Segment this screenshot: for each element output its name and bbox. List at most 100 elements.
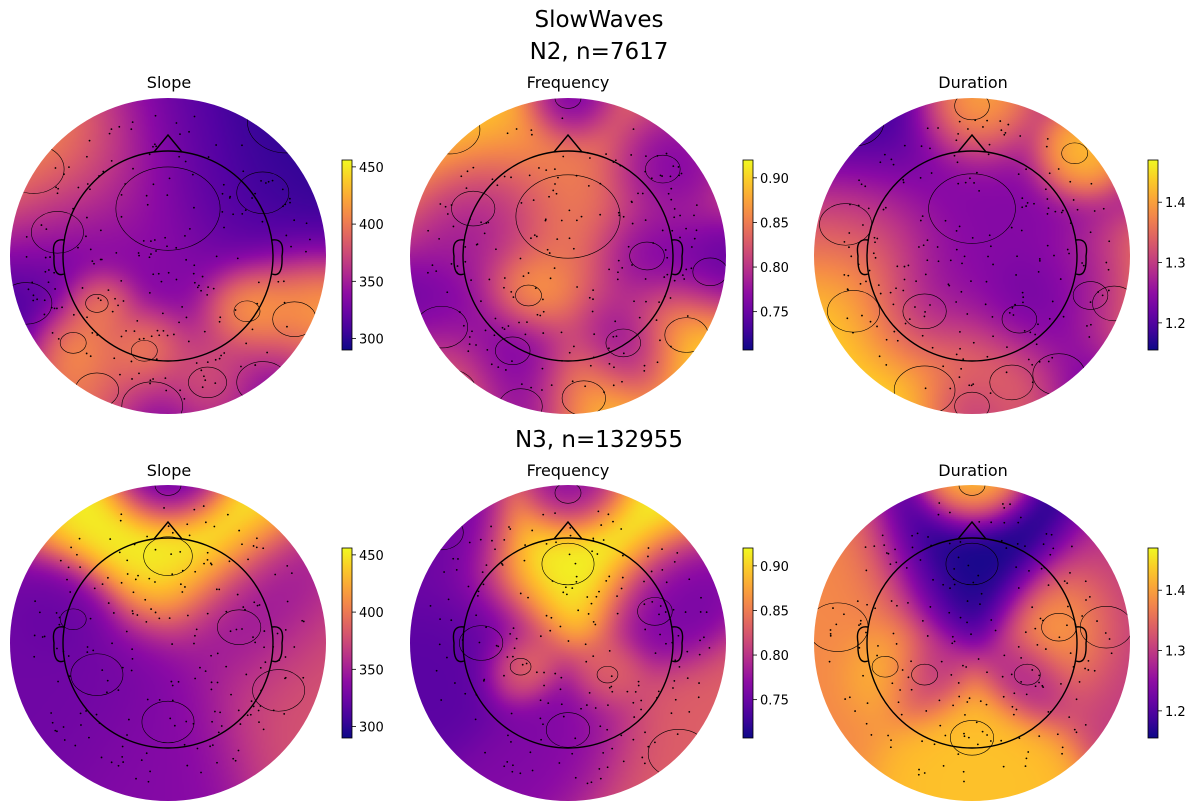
sensor-marker [569, 534, 572, 537]
sensor-marker [890, 158, 893, 161]
sensor-marker [890, 600, 893, 602]
sensor-marker [1037, 270, 1040, 273]
sensor-marker [670, 712, 673, 715]
sensor-marker [896, 604, 898, 607]
sensor-marker [164, 377, 167, 380]
sensor-marker [88, 736, 90, 739]
sensor-marker [249, 713, 252, 716]
sensor-marker [125, 630, 128, 633]
sensor-marker [524, 544, 527, 546]
sensor-marker [985, 703, 988, 706]
sensor-marker [272, 709, 275, 712]
sensor-marker [487, 221, 490, 224]
sensor-marker [896, 265, 899, 268]
sensor-marker [247, 558, 249, 561]
sensor-marker [1084, 667, 1086, 670]
sensor-marker [130, 669, 133, 672]
sensor-marker [218, 357, 221, 360]
sensor-marker [1025, 168, 1027, 171]
sensor-marker [1059, 278, 1062, 280]
sensor-marker [584, 385, 587, 388]
sensor-marker [480, 221, 483, 224]
sensor-marker [36, 298, 39, 301]
sensor-marker [859, 623, 862, 625]
sensor-marker [1019, 135, 1022, 137]
sensor-marker [117, 689, 120, 692]
sensor-marker [889, 746, 892, 749]
sensor-marker [204, 670, 207, 673]
sensor-marker [107, 602, 110, 604]
sensor-marker [68, 166, 70, 169]
sensor-marker [656, 361, 659, 364]
sensor-marker [1017, 521, 1020, 524]
sensor-marker [919, 219, 922, 222]
sensor-marker [864, 546, 867, 549]
sensor-marker [305, 222, 308, 225]
sensor-marker [1041, 684, 1044, 687]
sensor-marker [89, 355, 92, 358]
sensor-marker [142, 337, 145, 340]
colorbar-tick-label: 300 [359, 333, 384, 348]
sensor-marker [503, 674, 505, 677]
sensor-marker [961, 262, 963, 265]
sensor-marker [977, 574, 980, 577]
sensor-marker [632, 738, 635, 741]
contour-line [515, 284, 542, 307]
colorbar-gradient [341, 159, 353, 351]
sensor-marker [615, 335, 618, 338]
sensor-marker [1046, 137, 1049, 140]
sensor-marker [255, 537, 258, 540]
sensor-marker [175, 246, 178, 249]
sensor-marker [203, 330, 206, 333]
colorbar-tick-label: 0.90 [760, 560, 789, 575]
sensor-marker [881, 534, 884, 537]
sensor-marker [955, 229, 958, 232]
sensor-marker [234, 759, 237, 762]
sensor-marker [1089, 301, 1092, 304]
sensor-marker [585, 704, 588, 706]
sensor-marker [1105, 261, 1108, 264]
sensor-marker [51, 331, 54, 334]
sensor-marker [503, 286, 505, 289]
sensor-marker [108, 132, 111, 135]
sensor-marker [546, 248, 549, 251]
sensor-marker [118, 551, 121, 554]
contour-line [10, 282, 53, 325]
sensor-marker [948, 611, 951, 614]
sensor-marker [482, 583, 485, 586]
sensor-marker [256, 604, 259, 607]
sensor-marker [866, 603, 868, 606]
contour-line [141, 700, 195, 744]
sensor-marker [861, 314, 863, 317]
sensor-marker [919, 559, 922, 561]
sensor-marker [427, 271, 429, 274]
sensor-marker [661, 548, 663, 551]
colorbar-tick-label: 0.80 [760, 649, 789, 664]
sensor-marker [239, 723, 242, 725]
contour-line [130, 340, 158, 362]
sensor-marker [664, 611, 667, 613]
colorbar: 0.75 0.80 0.85 0.90 [742, 547, 789, 739]
sensor-marker [117, 304, 119, 307]
sensor-marker [1047, 584, 1050, 587]
sensor-marker [456, 265, 459, 267]
sensor-marker [234, 309, 237, 311]
sensor-marker [686, 315, 689, 317]
sensor-marker [274, 573, 277, 576]
sensor-marker [45, 228, 48, 231]
sensor-marker [220, 725, 223, 727]
sensor-marker [829, 629, 832, 631]
sensor-marker [1024, 545, 1026, 548]
sensor-marker [938, 502, 941, 504]
sensor-marker [602, 751, 605, 754]
sensor-marker [482, 679, 485, 682]
sensor-marker [860, 183, 863, 186]
sensor-marker [611, 747, 614, 750]
sensor-marker [74, 744, 77, 747]
sensor-marker [616, 612, 619, 615]
sensor-marker [686, 650, 689, 653]
sensor-marker [214, 358, 217, 361]
sensor-marker [50, 712, 53, 714]
sensor-marker [597, 510, 600, 513]
